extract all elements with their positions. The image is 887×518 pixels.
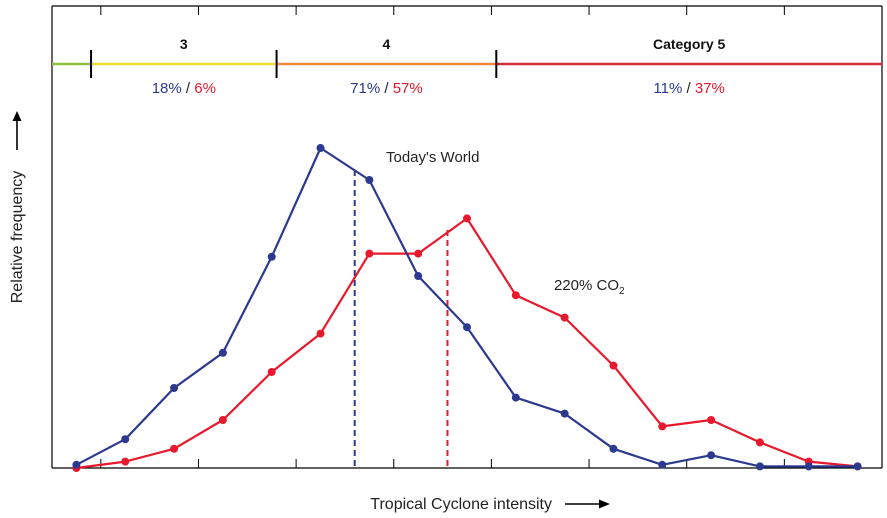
data-point [414,249,423,258]
series-label-today: Today's World [386,149,479,166]
series-line [75,146,858,468]
data-point [463,214,471,223]
mean-lines [353,170,449,468]
data-point [707,416,716,424]
data-point [755,438,764,447]
data-point [804,462,813,471]
category-shares: 18% / 6% [152,80,216,97]
data-point [609,361,618,370]
category-label: 3 [180,36,188,52]
bottom-ticks [100,459,785,468]
share-separator: / [380,80,393,97]
data-point [218,348,227,357]
series-co2 [72,214,862,472]
category-label: Category 5 [653,36,726,52]
data-point [658,422,667,431]
data-point [170,384,179,392]
data-point [316,144,325,152]
data-point [365,249,374,258]
data-point [560,409,569,418]
y-axis-label: Relative frequency [9,171,26,304]
data-point [414,272,423,280]
series-label-co2: 220% CO2 [554,277,625,297]
data-point [170,444,179,453]
share-co2: 6% [194,80,216,97]
data-point [511,291,520,300]
data-point [755,462,764,471]
x-axis-label: Tropical Cyclone intensity [370,496,552,513]
data-point [218,416,227,424]
data-point [609,444,618,453]
data-point [511,393,520,402]
data-point [853,462,862,471]
share-separator: / [682,80,695,97]
share-today: 11% [653,80,682,97]
data-point [707,451,716,460]
x-axis-arrowhead [599,499,610,509]
data-point [121,457,130,466]
data-point [72,460,81,469]
category-shares: 71% / 57% [350,80,423,97]
data-point [121,435,130,444]
category-label: 4 [383,36,391,52]
data-point [365,176,374,184]
share-today: 71% [350,80,380,97]
category-shares: 11% / 37% [653,80,724,97]
plot-frame [51,5,883,469]
data-point [267,252,276,261]
share-separator: / [182,80,195,97]
share-today: 18% [152,80,182,97]
y-axis-arrowhead [12,111,22,121]
share-co2: 57% [393,80,423,97]
data-point [658,460,667,469]
category-band: 3 18% / 6% 4 71% / 57% Category 5 11% / 37% [52,36,882,97]
data-point [316,329,325,338]
series-line [76,217,858,470]
share-co2: 37% [695,80,725,97]
data-point [267,368,276,376]
top-ticks [100,6,785,15]
data-point [560,313,569,322]
series-layer [72,144,862,472]
series-label-co2-prefix: 220% CO [554,277,619,294]
series-today [72,144,862,471]
series-label-co2-subscript: 2 [619,286,625,297]
data-point [463,323,471,332]
